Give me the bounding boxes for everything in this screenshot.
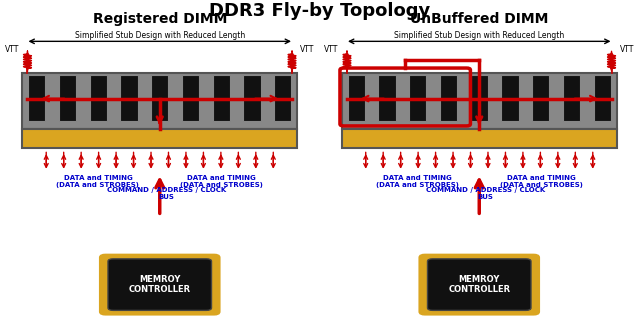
Bar <box>151 75 168 121</box>
Text: DATA and TIMING
(DATA and STROBES): DATA and TIMING (DATA and STROBES) <box>500 175 583 188</box>
Bar <box>274 75 291 121</box>
Bar <box>502 75 519 121</box>
Text: DATA and TIMING
(DATA and STROBES): DATA and TIMING (DATA and STROBES) <box>56 175 139 188</box>
Text: DATA and TIMING
(DATA and STROBES): DATA and TIMING (DATA and STROBES) <box>376 175 459 188</box>
Bar <box>471 75 488 121</box>
Bar <box>89 75 107 121</box>
Bar <box>342 129 617 148</box>
Bar <box>182 75 199 121</box>
Text: VTT: VTT <box>5 45 19 54</box>
Bar <box>563 75 580 121</box>
FancyBboxPatch shape <box>108 259 212 310</box>
Text: VTT: VTT <box>300 45 314 54</box>
Bar <box>243 75 261 121</box>
Bar <box>532 75 550 121</box>
Text: VTT: VTT <box>620 45 634 54</box>
Text: Registered DIMM: Registered DIMM <box>93 12 227 26</box>
Bar <box>342 73 617 129</box>
Bar <box>22 73 297 129</box>
Bar <box>28 75 45 121</box>
Bar <box>22 129 297 148</box>
FancyBboxPatch shape <box>427 259 531 310</box>
Bar <box>594 75 611 121</box>
Bar <box>120 75 137 121</box>
Text: DDR3 Fly-by Topology: DDR3 Fly-by Topology <box>209 2 430 20</box>
Bar <box>348 75 365 121</box>
Bar <box>59 75 76 121</box>
Text: DATA and TIMING
(DATA and STROBES): DATA and TIMING (DATA and STROBES) <box>180 175 263 188</box>
FancyBboxPatch shape <box>420 255 539 314</box>
Text: Simplified Stub Design with Reduced Length: Simplified Stub Design with Reduced Leng… <box>75 31 245 40</box>
Text: UnBuffered DIMM: UnBuffered DIMM <box>410 12 548 26</box>
FancyBboxPatch shape <box>100 255 219 314</box>
Text: COMMAND / ADDRESS / CLOCK
BUS: COMMAND / ADDRESS / CLOCK BUS <box>107 188 226 200</box>
Bar <box>440 75 457 121</box>
Bar <box>213 75 230 121</box>
Text: Simplified Stub Design with Reduced Length: Simplified Stub Design with Reduced Leng… <box>394 31 564 40</box>
Bar <box>378 75 396 121</box>
Bar <box>409 75 426 121</box>
Text: VTT: VTT <box>325 45 339 54</box>
Text: MEMROY
CONTROLLER: MEMROY CONTROLLER <box>128 275 191 294</box>
Text: MEMROY
CONTROLLER: MEMROY CONTROLLER <box>448 275 511 294</box>
Text: COMMAND / ADDRESS / CLOCK
BUS: COMMAND / ADDRESS / CLOCK BUS <box>426 188 545 200</box>
